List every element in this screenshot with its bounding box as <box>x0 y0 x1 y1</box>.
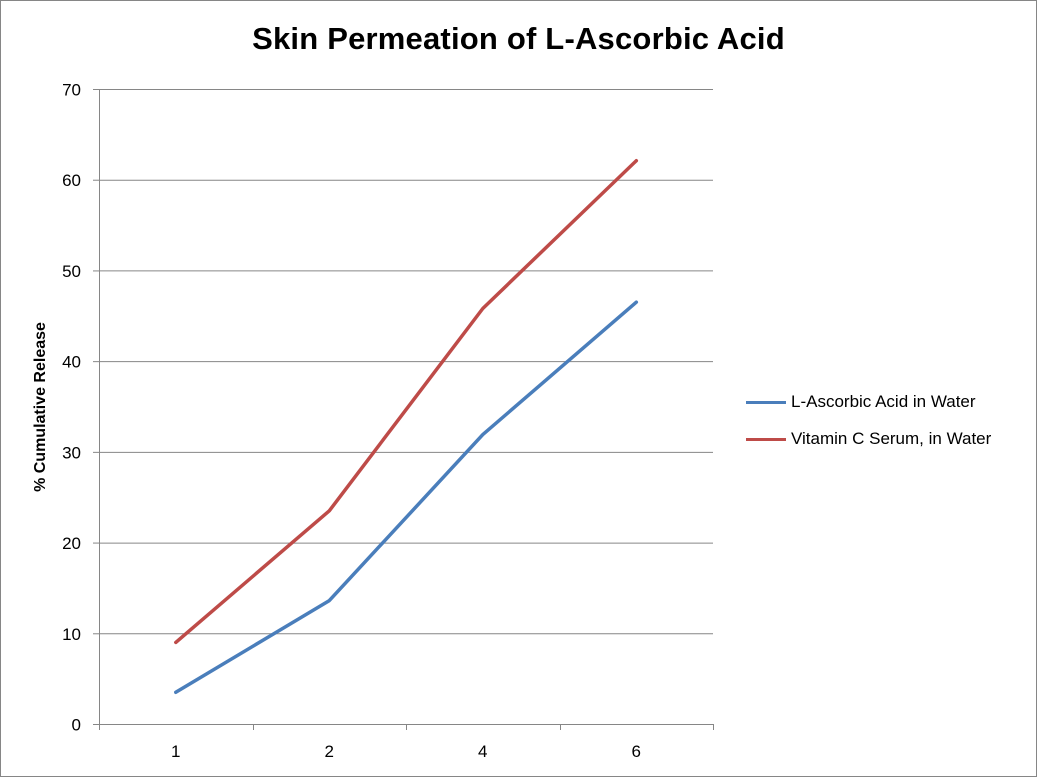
y-tick-label: 30 <box>62 443 81 462</box>
y-tick-label: 70 <box>62 81 81 100</box>
y-tick-label: 50 <box>62 262 81 281</box>
legend: L-Ascorbic Acid in Water Vitamin C Serum… <box>746 391 991 465</box>
y-tick-label: 40 <box>62 353 81 372</box>
legend-swatch <box>746 400 786 404</box>
legend-label: L-Ascorbic Acid in Water <box>791 392 976 411</box>
legend-item-1: Vitamin C Serum, in Water <box>746 428 991 450</box>
series-line-0 <box>174 300 639 695</box>
x-tick-label: 2 <box>325 742 334 761</box>
y-tick-label: 0 <box>72 716 81 735</box>
legend-swatch <box>746 437 786 441</box>
y-tick-label: 60 <box>62 171 81 190</box>
x-tick-label: 1 <box>171 742 180 761</box>
y-tick-label: 10 <box>62 625 81 644</box>
legend-item-0: L-Ascorbic Acid in Water <box>746 391 991 413</box>
y-tick-label: 20 <box>62 534 81 553</box>
chart-title: Skin Permeation of L-Ascorbic Acid <box>252 21 785 56</box>
x-tick-label: 4 <box>478 742 487 761</box>
legend-label: Vitamin C Serum, in Water <box>791 429 992 448</box>
x-tick-label: 6 <box>632 742 641 761</box>
series-line-1 <box>174 158 639 645</box>
